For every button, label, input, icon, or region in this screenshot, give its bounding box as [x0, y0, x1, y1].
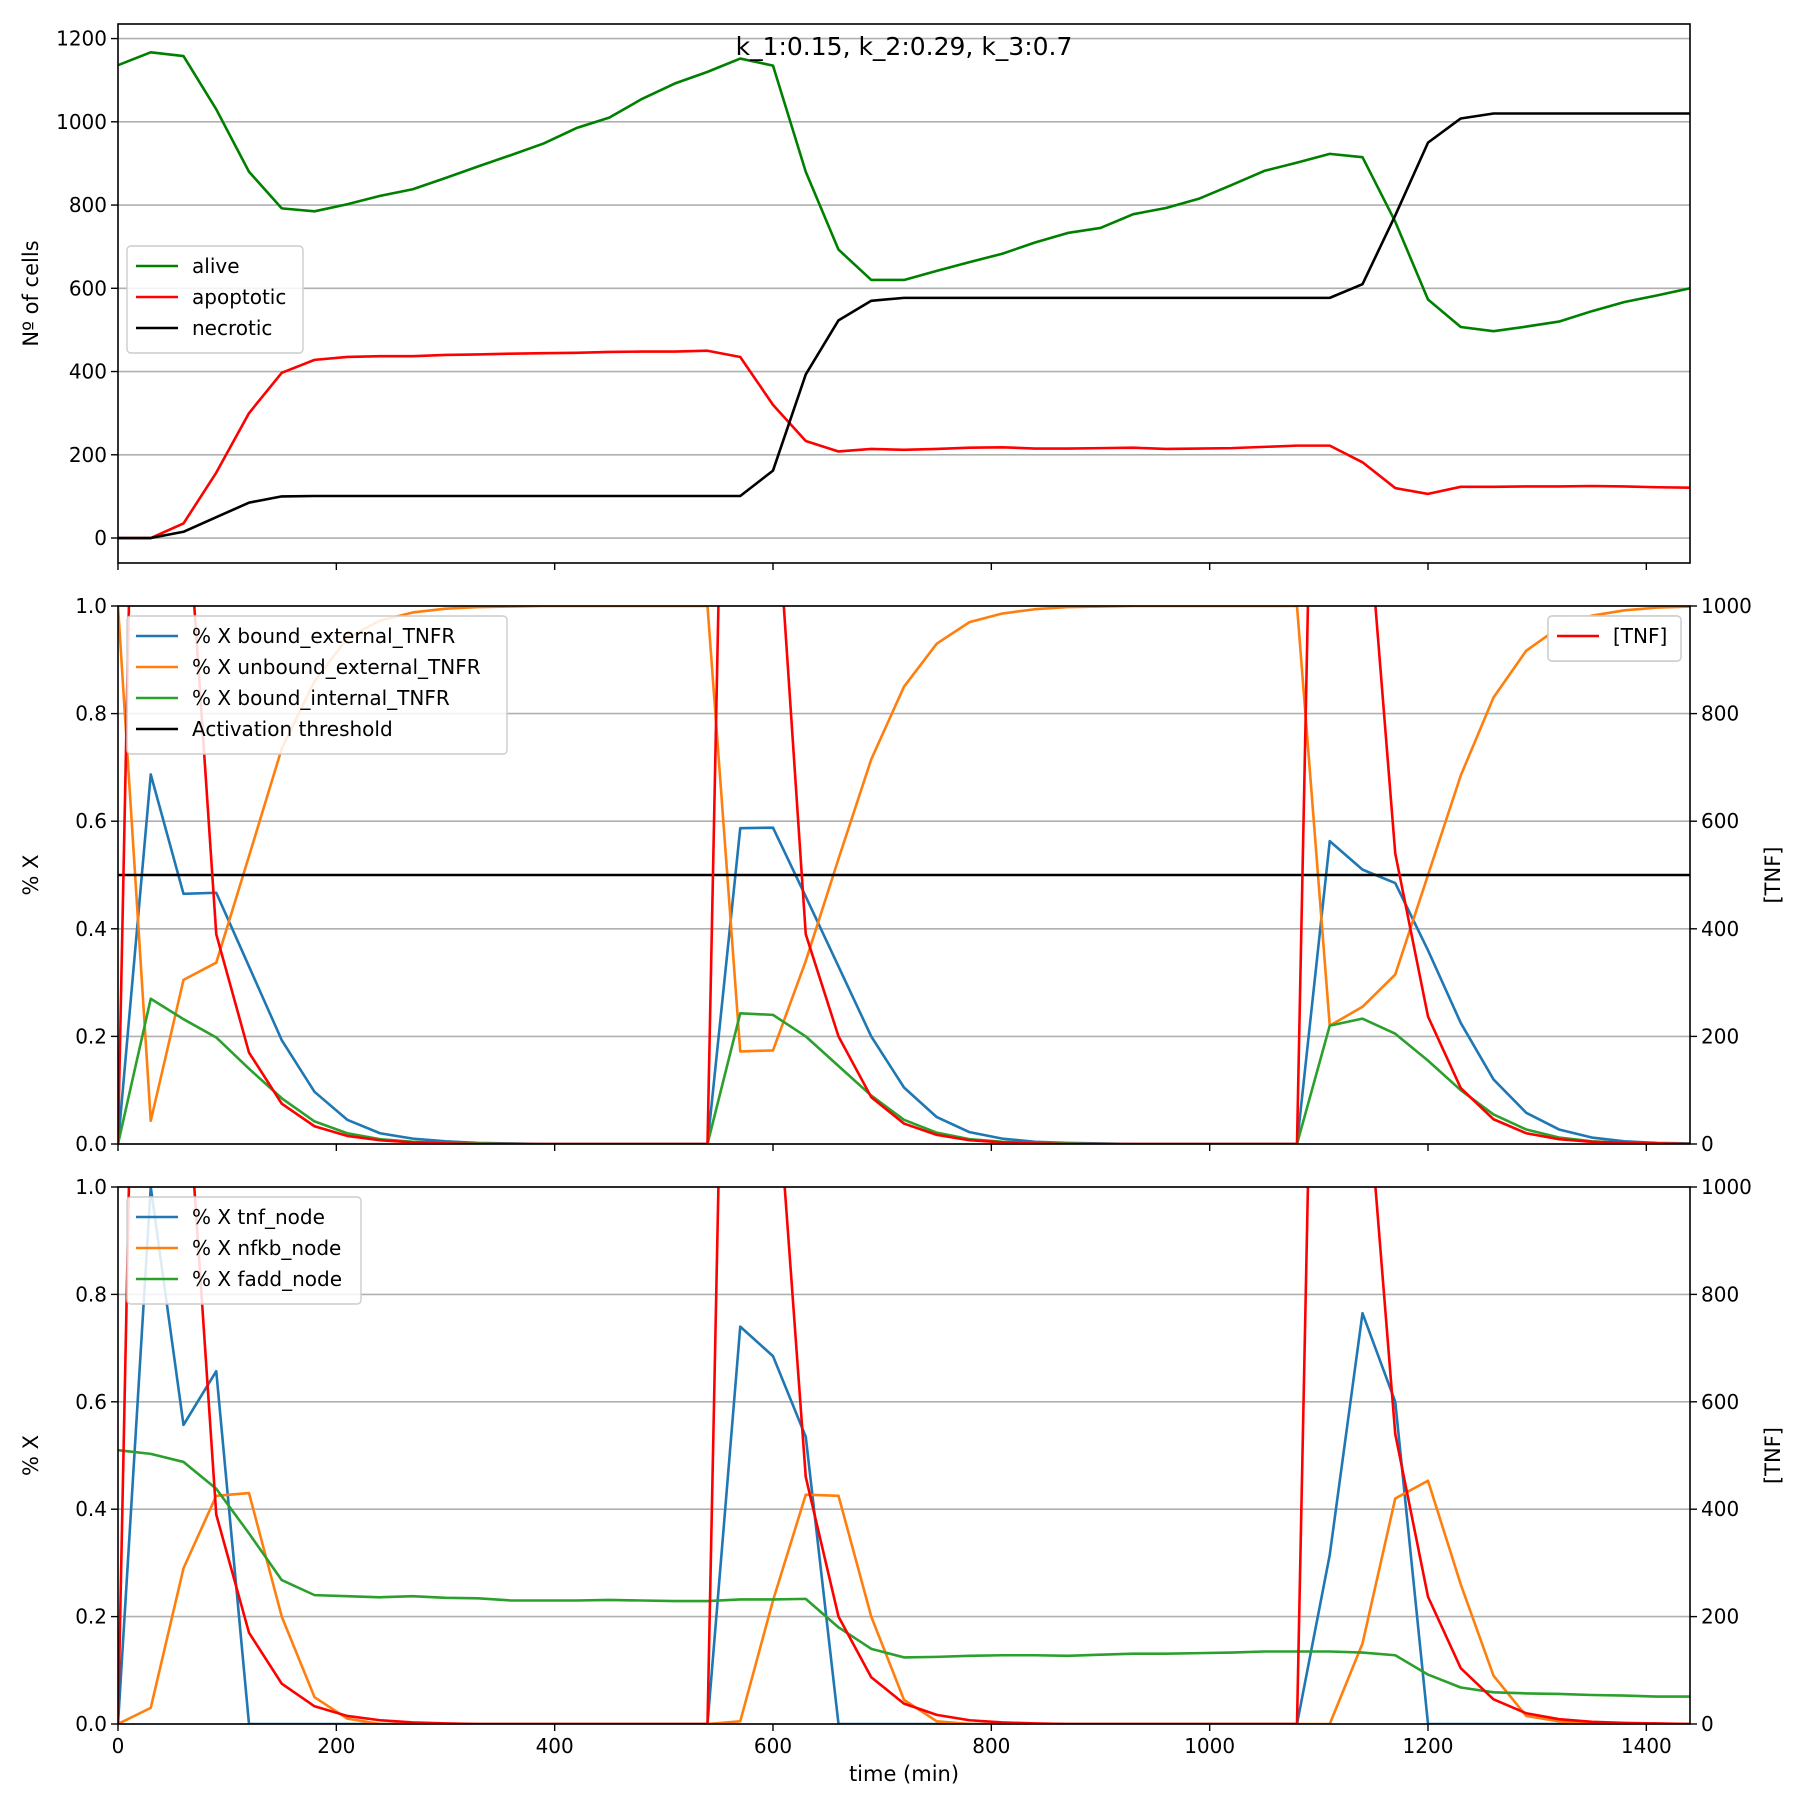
ytick-right-label-4: 800 — [1701, 1282, 1739, 1306]
y-axis-label: Nº of cells — [19, 240, 43, 346]
y-axis-right-label: [TNF] — [1761, 846, 1785, 903]
ytick-label-6: 1200 — [56, 27, 107, 51]
ytick-label-2: 0.4 — [75, 1497, 107, 1521]
ytick-label-1: 200 — [69, 443, 107, 467]
panel-1: 0 200 400 600 800 1000 1200 Nº of cells k_1:0.15… — [19, 24, 1690, 570]
ytick-right-label-0: 0 — [1701, 1712, 1714, 1736]
legend: % X bound_external_TNFR % X unbound_exter… — [127, 616, 507, 754]
legend-label-2: % X fadd_node — [192, 1267, 342, 1291]
xtick-label-6: 1200 — [1403, 1734, 1454, 1758]
panel-2: 0.0 0.2 0.4 0.6 0.8 1.0 0 200 400 600 800 1000 % X [T… — [19, 0, 1785, 1156]
plot-area — [118, 0, 1690, 1144]
ytick-label-0: 0.0 — [75, 1132, 107, 1156]
legend-label-3: Activation threshold — [192, 717, 393, 741]
ytick-right-label-3: 600 — [1701, 1390, 1739, 1414]
ytick-label-2: 400 — [69, 360, 107, 384]
xtick-label-2: 400 — [536, 1734, 574, 1758]
ytick-label-5: 1000 — [56, 110, 107, 134]
panel-3: 0.0 0.2 0.4 0.6 0.8 1.0 0 200 400 600 800 1000 0 200 4… — [19, 113, 1785, 1786]
xtick-label-4: 800 — [972, 1734, 1010, 1758]
ytick-right-label-1: 200 — [1701, 1024, 1739, 1048]
series-line-right-0 — [118, 113, 1690, 1724]
ytick-label-5: 1.0 — [75, 594, 107, 618]
chart-title: k_1:0.15, k_2:0.29, k_3:0.7 — [736, 32, 1073, 61]
xtick-label-0: 0 — [112, 1734, 125, 1758]
series-line-1 — [118, 351, 1690, 538]
xtick-label-5: 1000 — [1184, 1734, 1235, 1758]
ytick-right-label-5: 1000 — [1701, 594, 1752, 618]
legend-label-1: % X unbound_external_TNFR — [192, 655, 481, 679]
plot-area — [118, 52, 1690, 538]
ytick-right-label-2: 400 — [1701, 917, 1739, 941]
series-line-1 — [118, 1481, 1690, 1724]
ytick-label-0: 0.0 — [75, 1712, 107, 1736]
legend-label-2: necrotic — [192, 316, 272, 340]
series-line-2 — [118, 113, 1690, 538]
legend-label-1: % X nfkb_node — [192, 1236, 341, 1260]
ytick-label-4: 0.8 — [75, 702, 107, 726]
ytick-label-0: 0 — [94, 526, 107, 550]
plot-area — [118, 113, 1690, 1724]
xtick-label-1: 200 — [317, 1734, 355, 1758]
ytick-label-1: 0.2 — [75, 1605, 107, 1629]
ytick-right-label-5: 1000 — [1701, 1175, 1752, 1199]
series-line-right-0 — [118, 0, 1690, 1144]
series-line-0 — [118, 774, 1690, 1144]
legend: % X tnf_node % X nfkb_node % X fadd_node — [127, 1197, 361, 1304]
legend-label-0: alive — [192, 254, 240, 278]
x-axis-label: time (min) — [849, 1762, 959, 1786]
ytick-label-4: 800 — [69, 193, 107, 217]
legend-label-0: % X bound_external_TNFR — [192, 624, 455, 648]
y-axis-label: % X — [19, 854, 43, 895]
legend-label-0: % X tnf_node — [192, 1205, 325, 1229]
ytick-right-label-3: 600 — [1701, 809, 1739, 833]
series-line-0 — [118, 52, 1690, 331]
xtick-label-7: 1400 — [1621, 1734, 1672, 1758]
xtick-label-3: 600 — [754, 1734, 792, 1758]
ytick-label-3: 0.6 — [75, 1390, 107, 1414]
ytick-label-3: 600 — [69, 276, 107, 300]
ytick-label-1: 0.2 — [75, 1024, 107, 1048]
ytick-right-label-0: 0 — [1701, 1132, 1714, 1156]
ytick-right-label-1: 200 — [1701, 1605, 1739, 1629]
ytick-label-2: 0.4 — [75, 917, 107, 941]
legend-right: [TNF] — [1548, 616, 1681, 661]
legend-label-2: % X bound_internal_TNFR — [192, 686, 450, 710]
ytick-right-label-4: 800 — [1701, 702, 1739, 726]
series-line-2 — [118, 1450, 1690, 1696]
y-axis-right-label: [TNF] — [1761, 1427, 1785, 1484]
ytick-right-label-2: 400 — [1701, 1497, 1739, 1521]
ytick-label-5: 1.0 — [75, 1175, 107, 1199]
ytick-label-3: 0.6 — [75, 809, 107, 833]
legend-label-1: apoptotic — [192, 285, 286, 309]
y-axis-label: % X — [19, 1435, 43, 1476]
legend-label-0: [TNF] — [1613, 624, 1667, 648]
axes-frame — [118, 24, 1690, 563]
ytick-label-4: 0.8 — [75, 1282, 107, 1306]
legend: alive apoptotic necrotic — [127, 246, 303, 353]
